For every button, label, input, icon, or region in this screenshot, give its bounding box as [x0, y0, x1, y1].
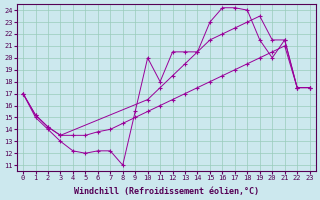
- X-axis label: Windchill (Refroidissement éolien,°C): Windchill (Refroidissement éolien,°C): [74, 187, 259, 196]
